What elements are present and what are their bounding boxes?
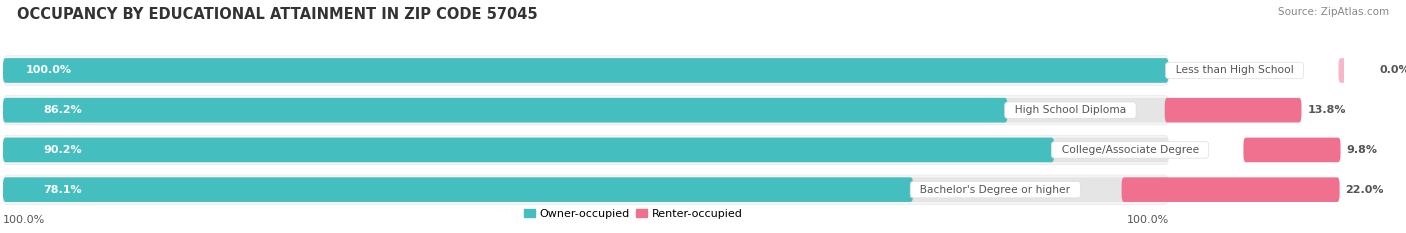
FancyBboxPatch shape <box>3 56 1168 85</box>
Text: 78.1%: 78.1% <box>44 185 82 195</box>
Text: 100.0%: 100.0% <box>1126 216 1168 226</box>
FancyBboxPatch shape <box>3 96 1168 125</box>
FancyBboxPatch shape <box>3 175 1168 204</box>
Text: College/Associate Degree: College/Associate Degree <box>1054 145 1205 155</box>
FancyBboxPatch shape <box>3 177 914 202</box>
FancyBboxPatch shape <box>3 98 1008 123</box>
Text: 22.0%: 22.0% <box>1346 185 1384 195</box>
Text: 0.0%: 0.0% <box>1379 65 1406 75</box>
Text: 86.2%: 86.2% <box>44 105 83 115</box>
Legend: Owner-occupied, Renter-occupied: Owner-occupied, Renter-occupied <box>519 204 747 223</box>
FancyBboxPatch shape <box>3 138 1054 162</box>
Text: OCCUPANCY BY EDUCATIONAL ATTAINMENT IN ZIP CODE 57045: OCCUPANCY BY EDUCATIONAL ATTAINMENT IN Z… <box>17 7 537 22</box>
FancyBboxPatch shape <box>3 138 1168 162</box>
FancyBboxPatch shape <box>1164 98 1302 123</box>
FancyBboxPatch shape <box>1122 177 1340 202</box>
FancyBboxPatch shape <box>3 135 1168 165</box>
Text: Source: ZipAtlas.com: Source: ZipAtlas.com <box>1278 7 1389 17</box>
FancyBboxPatch shape <box>1339 58 1374 83</box>
FancyBboxPatch shape <box>3 58 1168 83</box>
Text: Less than High School: Less than High School <box>1168 65 1301 75</box>
FancyBboxPatch shape <box>3 98 1168 123</box>
Text: 100.0%: 100.0% <box>3 216 45 226</box>
Text: 90.2%: 90.2% <box>44 145 82 155</box>
Text: 9.8%: 9.8% <box>1347 145 1378 155</box>
Text: 13.8%: 13.8% <box>1308 105 1346 115</box>
FancyBboxPatch shape <box>3 58 1168 83</box>
Text: 100.0%: 100.0% <box>27 65 72 75</box>
FancyBboxPatch shape <box>3 177 1168 202</box>
FancyBboxPatch shape <box>1243 138 1340 162</box>
Text: Bachelor's Degree or higher: Bachelor's Degree or higher <box>914 185 1077 195</box>
Text: High School Diploma: High School Diploma <box>1008 105 1133 115</box>
